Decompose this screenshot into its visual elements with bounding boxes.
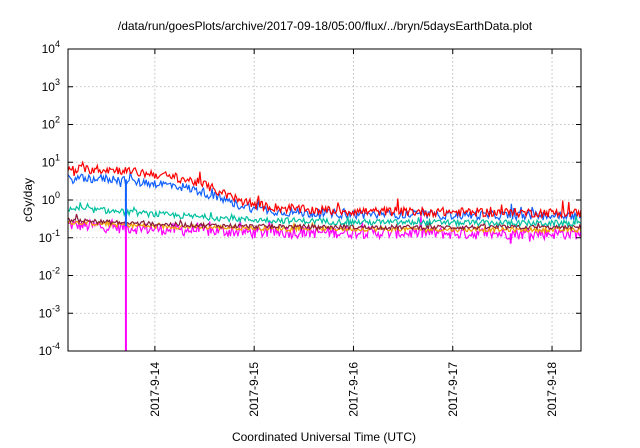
y-tick-label: 10-1 bbox=[39, 228, 60, 245]
x-tick-label: 2017-9-18 bbox=[545, 362, 559, 417]
x-tick-label: 2017-9-14 bbox=[148, 362, 162, 417]
x-tick-label: 2017-9-15 bbox=[247, 362, 261, 417]
y-tick-label: 103 bbox=[42, 77, 60, 94]
grid bbox=[68, 49, 581, 351]
chart-title: /data/run/goesPlots/archive/2017-09-18/0… bbox=[118, 19, 533, 33]
y-tick-label: 100 bbox=[42, 190, 60, 207]
y-axis-label: cGy/day bbox=[21, 178, 35, 222]
series-line bbox=[67, 215, 582, 242]
series-line bbox=[67, 171, 582, 222]
series-line bbox=[67, 160, 582, 220]
x-axis-label: Coordinated Universal Time (UTC) bbox=[232, 430, 416, 444]
y-tick-label: 10-2 bbox=[39, 266, 60, 283]
y-tick-label: 104 bbox=[42, 39, 60, 56]
y-tick-label: 101 bbox=[42, 152, 60, 169]
series-layer bbox=[67, 160, 582, 351]
series-line bbox=[67, 213, 582, 232]
y-tick-label: 10-4 bbox=[39, 341, 60, 358]
y-tick-label: 10-3 bbox=[39, 303, 60, 320]
x-tick-label: 2017-9-17 bbox=[446, 362, 460, 417]
y-tick-label: 102 bbox=[42, 115, 60, 132]
series-line bbox=[67, 202, 582, 228]
tick-layer: 10-4 10-3 10-2 10-1 100 101 102 103 104 2017-9-14… bbox=[39, 39, 581, 417]
x-tick-label: 2017-9-16 bbox=[346, 362, 360, 417]
